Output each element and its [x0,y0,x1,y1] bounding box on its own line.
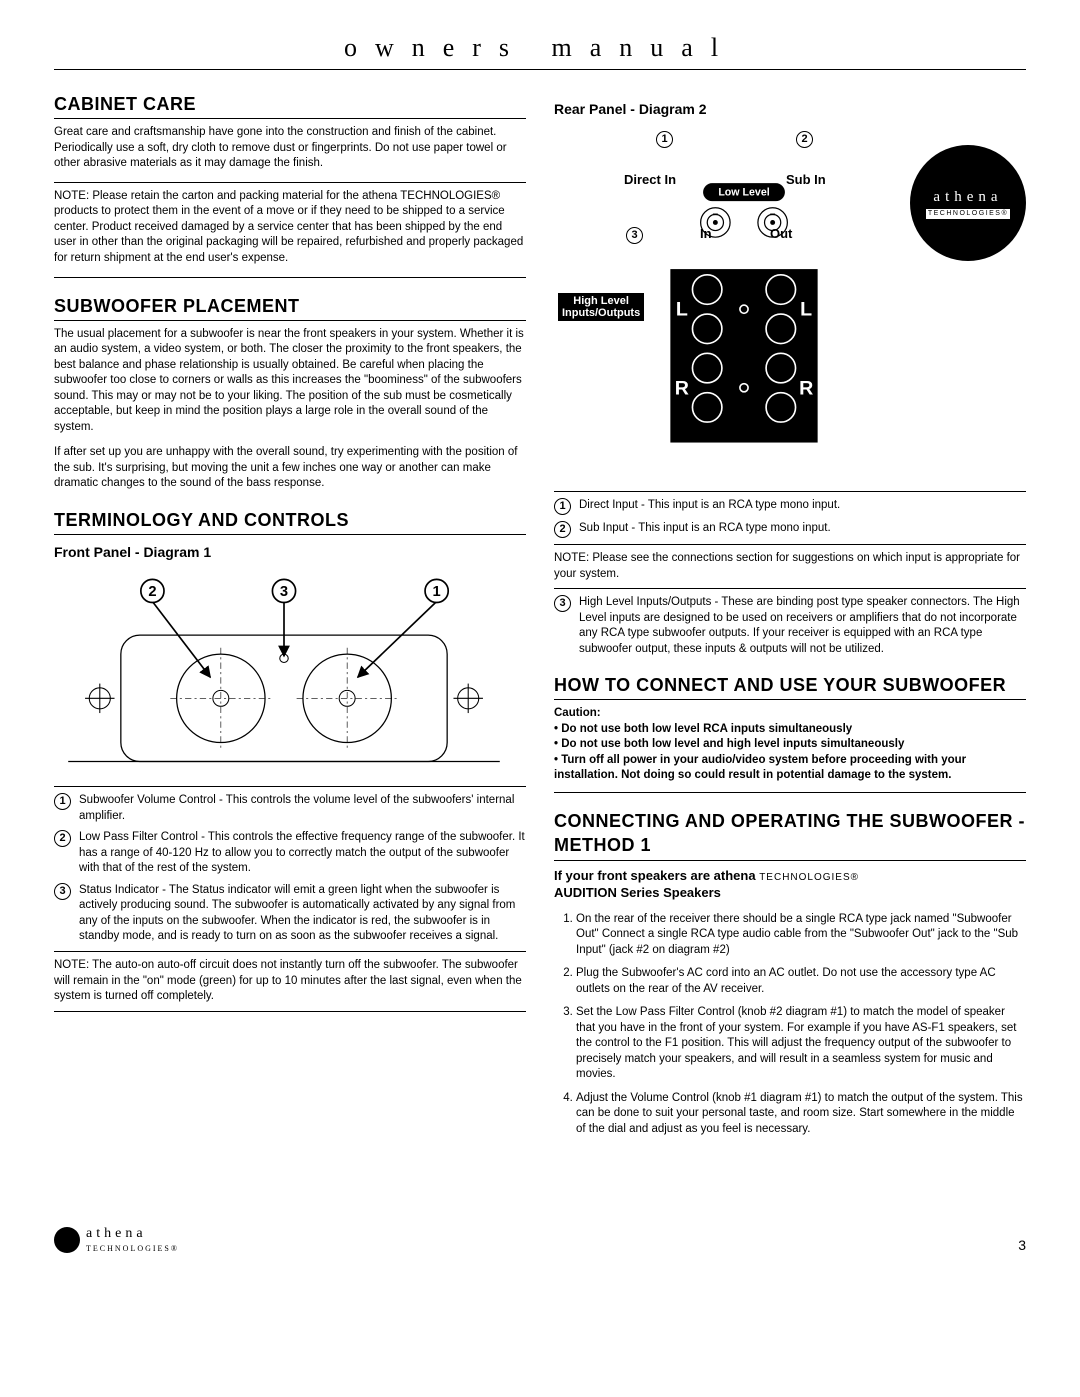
num-badge: 2 [554,521,571,538]
caution-block: Caution: Do not use both low level RCA i… [554,706,1026,784]
rear-callout-3: 3 [626,227,643,244]
method1-step: Adjust the Volume Control (knob #1 diagr… [576,1091,1026,1138]
method1-step: On the rear of the receiver there should… [576,912,1026,959]
front-panel-sub: Front Panel - Diagram 1 [54,543,526,562]
caution-item: Do not use both low level RCA inputs sim… [554,722,1026,738]
num-badge: 1 [554,498,571,515]
method1-steps: On the rear of the receiver there should… [554,912,1026,1138]
logo-dot-icon [54,1227,80,1253]
cabinet-care-note: NOTE: Please retain the carton and packi… [54,189,526,267]
rear-item-3: 3 High Level Inputs/Outputs - These are … [554,595,1026,657]
cabinet-care-p1: Great care and craftsmanship have gone i… [54,125,526,172]
item-text: Status Indicator - The Status indicator … [79,883,526,945]
svg-text:R: R [675,377,689,399]
right-column: Rear Panel - Diagram 2 1 2 3 Direct In S… [554,92,1026,1145]
heading-subwoofer-placement: SUBWOOFER PLACEMENT [54,294,526,318]
rule [54,118,526,119]
front-panel-item-list: 1 Subwoofer Volume Control - This control… [54,793,526,945]
intro-b: TECHNOLOGIES® [759,872,859,883]
athena-logo-circle: athena TECHNOLOGIES® [910,145,1026,261]
rule [54,182,526,183]
rear-panel-item: 2 Sub Input - This input is an RCA type m… [554,521,1026,538]
rule [554,860,1026,861]
page-footer: athena TECHNOLOGIES® 3 [54,1225,1026,1255]
two-column-layout: CABINET CARE Great care and craftsmanshi… [54,92,1026,1145]
rule [54,1011,526,1012]
num-badge: 2 [54,830,71,847]
caution-item: Do not use both low level and high level… [554,737,1026,753]
front-panel-item: 3 Status Indicator - The Status indicator… [54,883,526,945]
method1-step: Plug the Subwoofer's AC cord into an AC … [576,966,1026,997]
intro-c: AUDITION Series Speakers [554,885,721,900]
heading-how-to-connect: HOW TO CONNECT AND USE YOUR SUBWOOFER [554,673,1026,697]
rear-note: NOTE: Please see the connections section… [554,551,1026,582]
svg-text:2: 2 [148,584,156,600]
rule [54,277,526,278]
rule [554,588,1026,589]
caution-item: Turn off all power in your audio/video s… [554,753,1026,784]
page-title: owners manual [54,30,1026,65]
rear-item-3-text: High Level Inputs/Outputs - These are bi… [579,595,1026,657]
svg-text:L: L [676,299,688,321]
rear-panel-item-list: 1 Direct Input - This input is an RCA typ… [554,498,1026,538]
item-text: Sub Input - This input is an RCA type mo… [579,521,1026,537]
item-text: Direct Input - This input is an RCA type… [579,498,1026,514]
caution-list: Do not use both low level RCA inputs sim… [554,722,1026,784]
item-text: Low Pass Filter Control - This controls … [79,830,526,877]
front-panel-diagram: 2 3 1 [54,572,526,776]
method1-intro: If your front speakers are athena TECHNO… [554,867,1026,902]
intro-a: If your front speakers are athena [554,868,759,883]
heading-cabinet-care: CABINET CARE [54,92,526,116]
caution-title: Caution: [554,706,1026,722]
item-text: Subwoofer Volume Control - This controls… [79,793,526,824]
heading-terminology: TERMINOLOGY AND CONTROLS [54,508,526,532]
svg-text:Low Level: Low Level [718,186,769,198]
front-panel-item: 1 Subwoofer Volume Control - This control… [54,793,526,824]
svg-text:1: 1 [433,584,441,600]
heading-method-1: CONNECTING AND OPERATING THE SUBWOOFER -… [554,809,1026,858]
left-column: CABINET CARE Great care and craftsmanshi… [54,92,526,1145]
footer-brand-sub: TECHNOLOGIES® [86,1244,179,1255]
placement-p2: If after set up you are unhappy with the… [54,445,526,492]
brand-name: athena [933,187,1002,207]
svg-text:3: 3 [280,584,288,600]
label-high-level: High LevelInputs/Outputs [558,293,644,321]
rule [554,699,1026,700]
rear-panel-item: 1 Direct Input - This input is an RCA typ… [554,498,1026,515]
svg-text:R: R [799,377,813,399]
footer-brand: athena [86,1225,179,1244]
terminology-note: NOTE: The auto-on auto-off circuit does … [54,958,526,1005]
rule [54,786,526,787]
placement-p1: The usual placement for a subwoofer is n… [54,327,526,436]
num-badge: 3 [554,595,571,612]
rule [54,951,526,952]
svg-text:L: L [800,299,812,321]
rule [554,491,1026,492]
num-badge: 3 [54,883,71,900]
rule [54,320,526,321]
rule [554,544,1026,545]
rule [554,792,1026,793]
footer-logo: athena TECHNOLOGIES® [54,1225,179,1255]
rule [54,534,526,535]
rear-panel-sub: Rear Panel - Diagram 2 [554,100,1026,119]
brand-sub: TECHNOLOGIES® [926,209,1010,219]
num-badge: 1 [54,793,71,810]
method1-step: Set the Low Pass Filter Control (knob #2… [576,1005,1026,1083]
title-rule [54,69,1026,70]
page-number: 3 [1018,1236,1026,1255]
rear-panel-diagram-wrap: 1 2 3 Direct In Sub In In Out High Level… [554,125,1026,485]
front-panel-item: 2 Low Pass Filter Control - This controls… [54,830,526,877]
